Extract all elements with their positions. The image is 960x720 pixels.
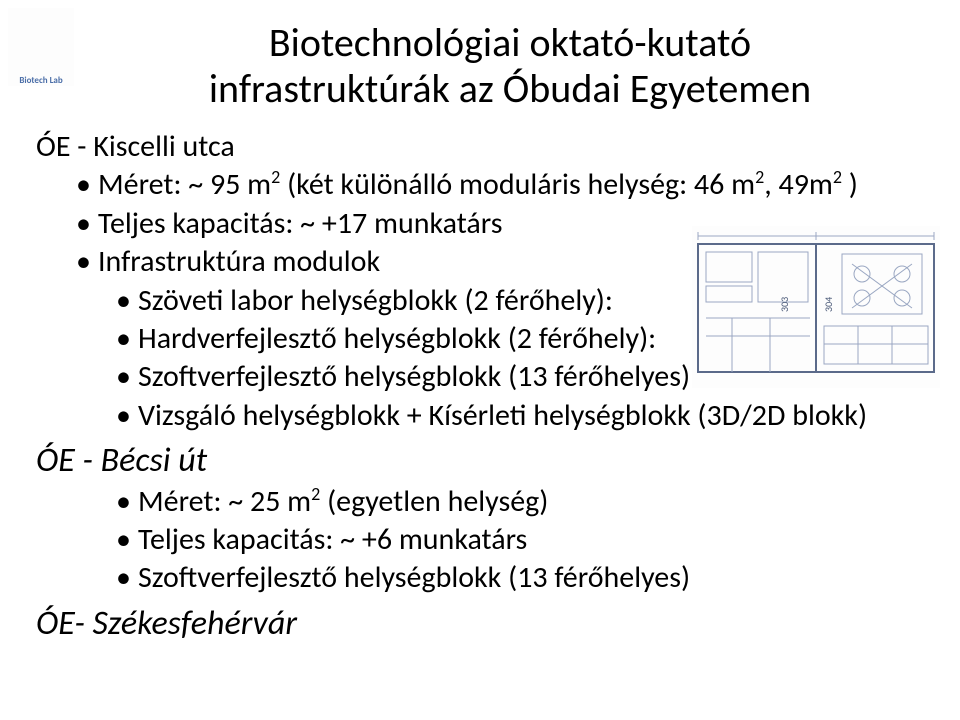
bullet-icon: • — [116, 483, 138, 521]
section2-size: • Méret: ~ 25 m2 (egyetlen helység) — [116, 483, 924, 521]
bullet-icon: • — [116, 282, 138, 320]
slide-title: Biotechnológiai oktató-kutató infrastruk… — [100, 20, 920, 112]
section2-heading: ÓE - Bécsi út — [36, 439, 924, 483]
bullet-icon: • — [76, 243, 98, 281]
section1-mod2: • Hardverfejlesztő helységblokk (2 férőh… — [116, 320, 924, 358]
slide-body: ÓE - Kiscelli utca • Méret: ~ 95 m2 (két… — [36, 128, 924, 645]
section1-mod1: • Szöveti labor helységblokk (2 férőhely… — [116, 282, 924, 320]
bullet-icon: • — [116, 559, 138, 597]
biotech-lab-logo: Biotech Lab — [8, 8, 74, 86]
bullet-icon: • — [116, 521, 138, 559]
section2-mod1: • Szoftverfejlesztő helységblokk (13 fér… — [116, 559, 924, 597]
section1-infra-heading: • Infrastruktúra modulok — [76, 243, 924, 281]
bullet-icon: • — [116, 358, 138, 396]
section2-capacity: • Teljes kapacitás: ~ +6 munkatárs — [116, 521, 924, 559]
logo-label: Biotech Lab — [8, 75, 74, 86]
section1-mod3: • Szoftverfejlesztő helységblokk (13 fér… — [116, 358, 924, 396]
bullet-icon: • — [76, 205, 98, 243]
slide: Biotech Lab Biotechnológiai oktató-kutat… — [0, 0, 960, 720]
section1-size: • Méret: ~ 95 m2 (két különálló modulári… — [76, 166, 924, 204]
bullet-icon: • — [76, 166, 98, 204]
section1-heading: ÓE - Kiscelli utca — [36, 128, 924, 166]
title-line1: Biotechnológiai oktató-kutató — [269, 18, 751, 67]
section3-heading: ÓE- Székesfehérvár — [36, 602, 924, 646]
section1-mod4: • Vizsgáló helységblokk + Kísérleti hely… — [116, 397, 924, 435]
section1-capacity: • Teljes kapacitás: ~ +17 munkatárs — [76, 205, 924, 243]
bullet-icon: • — [116, 397, 138, 435]
title-line2: infrastruktúrák az Óbudai Egyetemen — [209, 64, 811, 113]
bullet-icon: • — [116, 320, 138, 358]
